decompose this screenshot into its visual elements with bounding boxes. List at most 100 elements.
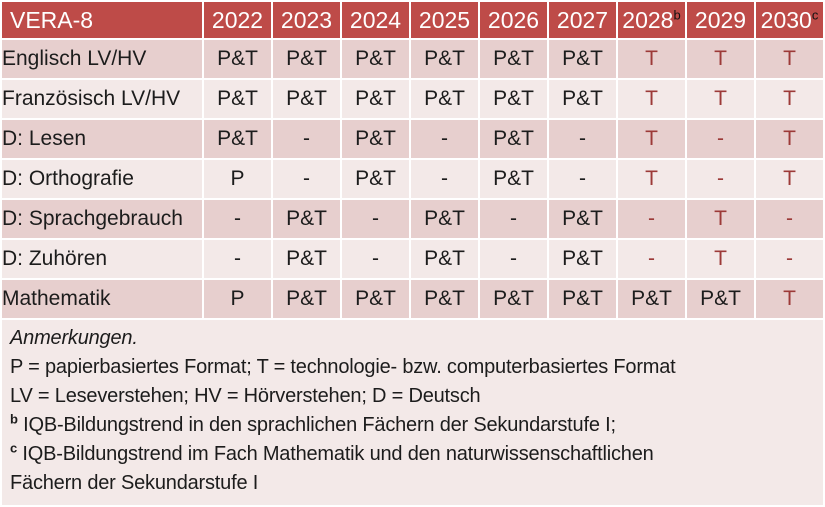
value-cell: - — [411, 160, 478, 198]
value-cell: T — [756, 160, 823, 198]
value-cell: P&T — [480, 280, 547, 318]
value-cell: - — [549, 120, 616, 158]
value-cell: P&T — [273, 240, 340, 278]
table-row: Mathematik P P&T P&T P&T P&T P&T P&T P&T T — [2, 280, 823, 318]
value-cell: P&T — [549, 200, 616, 238]
value-cell: - — [273, 120, 340, 158]
notes-heading: Anmerkungen. — [10, 327, 138, 349]
value-cell: P&T — [549, 40, 616, 78]
note-superscript: b — [10, 411, 18, 427]
row-label-cell: Mathematik — [2, 280, 202, 318]
note-line: P = papierbasiertes Format; T = technolo… — [10, 356, 676, 378]
value-cell: P — [204, 160, 271, 198]
value-cell: P&T — [204, 40, 271, 78]
row-label-cell: D: Lesen — [2, 120, 202, 158]
row-label-cell: Französisch LV/HV — [2, 80, 202, 118]
value-cell: P&T — [273, 80, 340, 118]
year-header-cell: 2030c — [756, 2, 823, 38]
year-header-cell: 2025 — [411, 2, 478, 38]
value-cell: - — [342, 240, 409, 278]
year-header-cell: 2024 — [342, 2, 409, 38]
value-cell: T — [756, 40, 823, 78]
row-label-cell: D: Zuhören — [2, 240, 202, 278]
value-cell: P&T — [480, 40, 547, 78]
value-cell: - — [273, 160, 340, 198]
value-cell: - — [618, 200, 685, 238]
value-cell: - — [204, 200, 271, 238]
value-cell: T — [687, 200, 754, 238]
value-cell: - — [549, 160, 616, 198]
value-cell: - — [756, 240, 823, 278]
value-cell: - — [480, 240, 547, 278]
value-cell: P&T — [411, 240, 478, 278]
year-superscript: c — [811, 6, 819, 22]
value-cell: P&T — [342, 80, 409, 118]
value-cell: P&T — [342, 160, 409, 198]
year-header-cell: 2028b — [618, 2, 685, 38]
table-row: Englisch LV/HV P&T P&T P&T P&T P&T P&T T T T — [2, 40, 823, 78]
value-cell: - — [204, 240, 271, 278]
value-cell: P&T — [549, 80, 616, 118]
value-cell: P&T — [273, 200, 340, 238]
value-cell: - — [342, 200, 409, 238]
vera8-table: VERA-8 2022 2023 2024 2025 2026 2027 2028b 2029… — [2, 2, 823, 318]
row-label-cell: D: Sprachgebrauch — [2, 200, 202, 238]
value-cell: P&T — [480, 80, 547, 118]
notes-section: Anmerkungen. P = papierbasiertes Format;… — [2, 320, 823, 505]
table-row: D: Zuhören - P&T - P&T - P&T - T - — [2, 240, 823, 278]
year-header-cell: 2022 — [204, 2, 271, 38]
value-cell: - — [687, 160, 754, 198]
value-cell: T — [687, 240, 754, 278]
note-line: b IQB-Bildungstrend in den sprachlichen … — [10, 411, 616, 436]
value-cell: T — [618, 160, 685, 198]
year-header-cell: 2029 — [687, 2, 754, 38]
value-cell: P&T — [342, 120, 409, 158]
note-superscript: c — [10, 440, 18, 456]
year-header-cell: 2027 — [549, 2, 616, 38]
row-label-cell: Englisch LV/HV — [2, 40, 202, 78]
value-cell: - — [480, 200, 547, 238]
table-title-cell: VERA-8 — [2, 2, 202, 38]
value-cell: P&T — [342, 280, 409, 318]
value-cell: P&T — [411, 40, 478, 78]
value-cell: P&T — [411, 80, 478, 118]
value-cell: P&T — [549, 280, 616, 318]
value-cell: T — [618, 120, 685, 158]
value-cell: P&T — [204, 120, 271, 158]
table-row: Französisch LV/HV P&T P&T P&T P&T P&T P&T T T T — [2, 80, 823, 118]
value-cell: T — [618, 40, 685, 78]
year-header-cell: 2023 — [273, 2, 340, 38]
value-cell: P&T — [342, 40, 409, 78]
value-cell: T — [756, 280, 823, 318]
value-cell: P&T — [273, 40, 340, 78]
value-cell: P&T — [273, 280, 340, 318]
value-cell: T — [687, 80, 754, 118]
value-cell: P&T — [549, 240, 616, 278]
year-header-cell: 2026 — [480, 2, 547, 38]
value-cell: - — [618, 240, 685, 278]
value-cell: - — [687, 120, 754, 158]
value-cell: P&T — [687, 280, 754, 318]
table-row: D: Orthografie P - P&T - P&T - T - T — [2, 160, 823, 198]
value-cell: P&T — [411, 200, 478, 238]
year-superscript: b — [673, 6, 681, 22]
value-cell: T — [687, 40, 754, 78]
value-cell: P&T — [411, 280, 478, 318]
value-cell: P&T — [480, 160, 547, 198]
notes-lines: P = papierbasiertes Format; T = technolo… — [10, 353, 814, 498]
table-row: D: Lesen P&T - P&T - P&T - T - T — [2, 120, 823, 158]
value-cell: T — [618, 80, 685, 118]
value-cell: - — [411, 120, 478, 158]
value-cell: P&T — [618, 280, 685, 318]
row-label-cell: D: Orthografie — [2, 160, 202, 198]
value-cell: T — [756, 120, 823, 158]
note-line: LV = Leseverstehen; HV = Hörverstehen; D… — [10, 385, 481, 407]
value-cell: P&T — [480, 120, 547, 158]
table-body: Englisch LV/HV P&T P&T P&T P&T P&T P&T T T T Franz… — [2, 40, 823, 318]
table-header-row: VERA-8 2022 2023 2024 2025 2026 2027 2028b 2029… — [2, 2, 823, 38]
value-cell: P&T — [204, 80, 271, 118]
note-line: c IQB-Bildungstrend im Fach Mathematik u… — [10, 440, 654, 494]
table-row: D: Sprachgebrauch - P&T - P&T - P&T - T - — [2, 200, 823, 238]
value-cell: T — [756, 80, 823, 118]
